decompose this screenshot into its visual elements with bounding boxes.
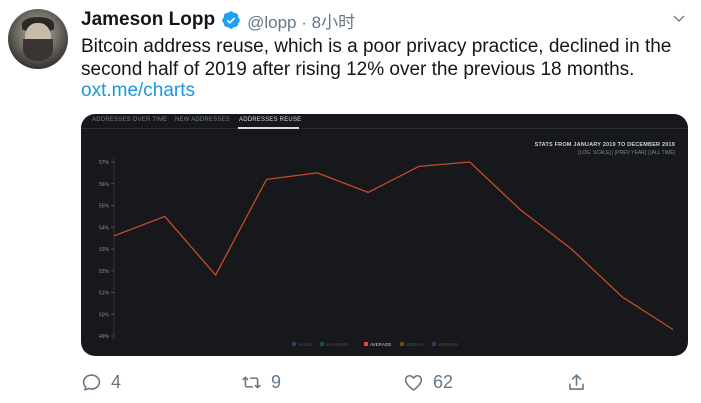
reply-button[interactable]: 4 [81, 372, 121, 393]
legend-label[interactable]: MAXIMUM [326, 342, 348, 347]
like-button[interactable]: 62 [403, 372, 453, 393]
tweet-text-line: second half of 2019 after rising 12% ove… [81, 59, 635, 80]
y-tick-label: 53% [99, 247, 110, 253]
tab-addresses-reuse[interactable]: ADDRESSES REUSE [239, 117, 302, 123]
handle-text: @lopp [247, 12, 297, 32]
y-tick-label: 49% [99, 334, 110, 340]
retweet-count: 9 [271, 372, 282, 392]
tab-addresses-over-time[interactable]: ADDRESSES OVER TIME [92, 117, 168, 123]
reply-icon [82, 374, 101, 391]
y-tick-label: 54% [99, 225, 110, 231]
like-count: 62 [433, 372, 454, 392]
tweet-text-line: Bitcoin address reuse, which is a poor p… [81, 36, 672, 57]
stats-options[interactable]: [LOG. SCALE] | [PREV YEAR] | [ALL TIME] [578, 150, 675, 156]
stats-title: STATS FROM JANUARY 2019 TO DECEMBER 2019 [534, 142, 675, 148]
legend-swatch[interactable] [432, 342, 436, 346]
avatar-beard [23, 39, 53, 61]
y-tick-label: 57% [99, 160, 110, 166]
author-name[interactable]: Jameson Lopp [81, 9, 216, 30]
y-tick-label: 56% [99, 182, 110, 188]
active-tab-indicator [238, 127, 299, 129]
legend-label[interactable]: MEDIAN [406, 342, 424, 347]
avatar[interactable] [8, 9, 68, 69]
legend-swatch[interactable] [320, 342, 324, 346]
share-button[interactable] [566, 372, 587, 393]
tweet-time[interactable]: 8小时 [311, 12, 356, 32]
tweet-text: Bitcoin address reuse, which is a poor p… [81, 35, 681, 81]
legend-label[interactable]: VALUE [298, 342, 312, 347]
tweet-link[interactable]: oxt.me/charts [81, 80, 196, 101]
heart-icon [404, 374, 423, 391]
handle-separator: · [301, 12, 312, 32]
legend-swatch[interactable] [292, 342, 296, 346]
author-handle[interactable]: @lopp · 8小时 [247, 8, 355, 33]
tab-new-addresses[interactable]: NEW ADDRESSES [175, 117, 230, 123]
y-tick-label: 52% [99, 269, 110, 275]
share-icon [569, 374, 584, 390]
y-tick-label: 55% [99, 204, 110, 210]
tweet-actions: 4 9 62 [81, 372, 601, 398]
y-tick-label: 50% [99, 312, 110, 318]
series-line-average [113, 161, 674, 331]
retweet-button[interactable]: 9 [241, 372, 281, 393]
retweet-icon [242, 376, 261, 389]
line-chart: 57% 56% 55% 54% 53% 52% 51% 50% 49% VALUE MAXIMUM A… [99, 158, 674, 347]
y-tick-label: 51% [99, 291, 110, 297]
verified-badge-icon [222, 11, 240, 29]
chart-tabs: ADDRESSES OVER TIME NEW ADDRESSES ADDRES… [81, 114, 688, 129]
legend-swatch[interactable] [364, 342, 368, 346]
reply-count: 4 [111, 372, 122, 392]
legend-swatch[interactable] [400, 342, 404, 346]
tweet-header: Jameson Lopp @lopp · 8小时 [81, 8, 355, 32]
chevron-down-icon[interactable] [671, 11, 687, 27]
legend-label[interactable]: MINIMUM [438, 342, 458, 347]
tweet-media[interactable]: ADDRESSES OVER TIME NEW ADDRESSES ADDRES… [81, 114, 688, 356]
legend-label[interactable]: AVERAGE [370, 342, 391, 347]
